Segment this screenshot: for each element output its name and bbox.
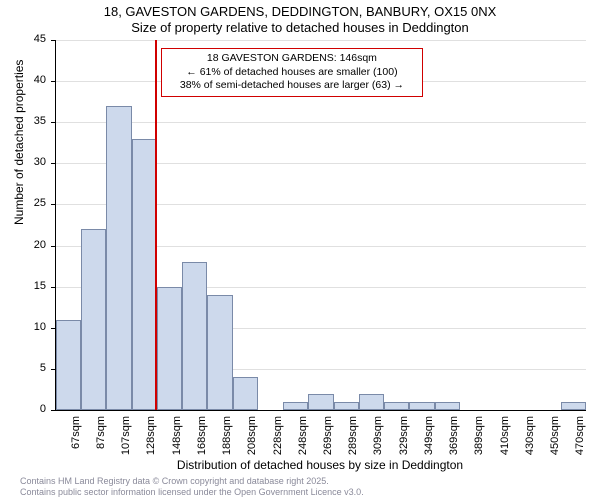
histogram-bar <box>435 402 460 410</box>
x-tick-label: 309sqm <box>372 416 384 466</box>
x-tick-label: 329sqm <box>398 416 410 466</box>
x-tick-label: 369sqm <box>448 416 460 466</box>
x-tick-label: 389sqm <box>473 416 485 466</box>
y-tick <box>51 81 56 82</box>
footer-attribution: Contains HM Land Registry data © Crown c… <box>20 476 364 498</box>
plot-area: 18 GAVESTON GARDENS: 146sqm← 61% of deta… <box>55 40 586 411</box>
gridline <box>56 122 586 123</box>
y-tick-label: 0 <box>6 403 46 415</box>
y-tick <box>51 410 56 411</box>
histogram-bar <box>106 106 131 410</box>
histogram-bar <box>283 402 308 410</box>
y-tick <box>51 204 56 205</box>
histogram-bar <box>334 402 359 410</box>
gridline <box>56 40 586 41</box>
x-tick-label: 470sqm <box>574 416 586 466</box>
histogram-bar <box>561 402 586 410</box>
histogram-bar <box>384 402 409 410</box>
x-tick-label: 269sqm <box>322 416 334 466</box>
y-tick <box>51 246 56 247</box>
y-tick <box>51 163 56 164</box>
histogram-bar <box>182 262 207 410</box>
x-tick-label: 67sqm <box>70 416 82 466</box>
annotation-box: 18 GAVESTON GARDENS: 146sqm← 61% of deta… <box>161 48 423 97</box>
x-tick-label: 128sqm <box>145 416 157 466</box>
histogram-bar <box>132 139 157 410</box>
x-tick-label: 208sqm <box>246 416 258 466</box>
x-tick-label: 289sqm <box>347 416 359 466</box>
x-tick-label: 107sqm <box>120 416 132 466</box>
x-tick-label: 349sqm <box>423 416 435 466</box>
x-tick-label: 148sqm <box>171 416 183 466</box>
chart-title-line2: Size of property relative to detached ho… <box>0 20 600 35</box>
chart-title-line1: 18, GAVESTON GARDENS, DEDDINGTON, BANBUR… <box>0 4 600 19</box>
marker-line <box>155 40 157 410</box>
x-tick-label: 168sqm <box>196 416 208 466</box>
y-tick <box>51 287 56 288</box>
y-tick-label: 45 <box>6 33 46 45</box>
histogram-bar <box>409 402 434 410</box>
y-tick-label: 30 <box>6 156 46 168</box>
annotation-line1: 18 GAVESTON GARDENS: 146sqm <box>168 52 416 66</box>
histogram-bar <box>233 377 258 410</box>
histogram-bar <box>207 295 232 410</box>
x-tick-label: 248sqm <box>297 416 309 466</box>
y-tick-label: 20 <box>6 239 46 251</box>
histogram-bar <box>56 320 81 410</box>
histogram-bar <box>157 287 182 410</box>
y-tick-label: 10 <box>6 321 46 333</box>
histogram-bar <box>81 229 106 410</box>
x-tick-label: 188sqm <box>221 416 233 466</box>
x-tick-label: 450sqm <box>549 416 561 466</box>
y-tick-label: 40 <box>6 74 46 86</box>
histogram-bar <box>359 394 384 410</box>
y-tick-label: 5 <box>6 362 46 374</box>
footer-line2: Contains public sector information licen… <box>20 487 364 498</box>
y-tick-label: 35 <box>6 115 46 127</box>
y-tick-label: 15 <box>6 280 46 292</box>
chart-container: 18, GAVESTON GARDENS, DEDDINGTON, BANBUR… <box>0 0 600 500</box>
annotation-line2: ← 61% of detached houses are smaller (10… <box>168 66 416 80</box>
x-tick-label: 430sqm <box>524 416 536 466</box>
x-tick-label: 87sqm <box>95 416 107 466</box>
y-tick <box>51 40 56 41</box>
histogram-bar <box>308 394 333 410</box>
y-tick-label: 25 <box>6 197 46 209</box>
y-tick <box>51 122 56 123</box>
footer-line1: Contains HM Land Registry data © Crown c… <box>20 476 364 487</box>
annotation-line3: 38% of semi-detached houses are larger (… <box>168 79 416 93</box>
x-tick-label: 410sqm <box>499 416 511 466</box>
x-tick-label: 228sqm <box>272 416 284 466</box>
